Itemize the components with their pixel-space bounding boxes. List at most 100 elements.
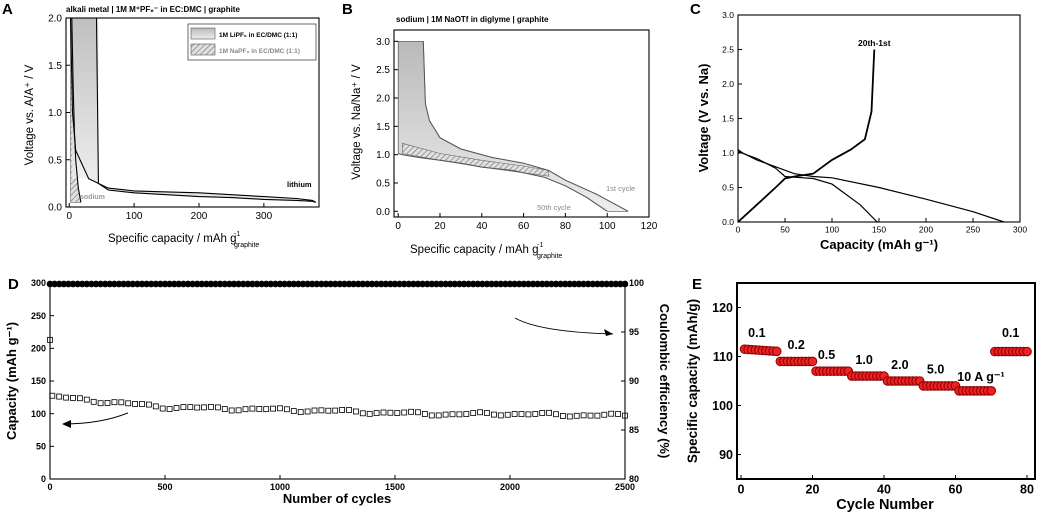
ce-point <box>598 280 606 288</box>
ce-point <box>515 280 523 288</box>
ce-point <box>400 280 408 288</box>
x-tick-label: 0 <box>47 482 52 492</box>
x-tick-label: 300 <box>1013 225 1027 235</box>
ce-point <box>364 280 371 288</box>
ce-point <box>474 280 482 288</box>
capacity-point <box>380 409 387 416</box>
y-tick-label: 0 <box>41 474 46 484</box>
ce-point <box>221 280 229 288</box>
ce-point <box>423 280 431 288</box>
ce-point <box>207 280 215 288</box>
capacity-point <box>339 407 346 413</box>
ce-point <box>180 280 187 288</box>
panel-d-x-label: Number of cycles <box>283 491 391 506</box>
capacity-point <box>221 406 228 412</box>
ce-point <box>69 280 77 288</box>
y-tick-label: 0.5 <box>722 182 734 192</box>
x-tick-label: 1000 <box>270 482 290 492</box>
capacity-point <box>56 393 63 400</box>
panel-a-legend: 1M LiPF₆ in EC/DMC (1:1) 1M NaPF₆ in EC/… <box>187 23 317 61</box>
panel-b: B sodium | 1M NaOTf in diglyme | graphit… <box>342 1 658 260</box>
y2-tick-label: 90 <box>629 376 639 386</box>
y-tick-label: 1.0 <box>48 108 62 119</box>
ce-point <box>308 280 316 288</box>
ce-point <box>483 280 491 288</box>
y-tick-label: 250 <box>31 311 46 321</box>
ce-point <box>74 280 81 288</box>
ce-point <box>543 280 551 288</box>
rate-point <box>771 346 782 357</box>
ce-point <box>161 280 169 288</box>
y-tick-label: 300 <box>31 278 46 288</box>
capacity-point <box>228 407 235 414</box>
ce-point <box>193 280 201 288</box>
x-tick-label: 0 <box>66 211 72 222</box>
ce-point <box>83 280 91 288</box>
capacity-point <box>415 409 421 416</box>
ce-point <box>603 280 610 288</box>
capacity-point <box>290 408 297 414</box>
capacity-point <box>180 404 187 410</box>
series-later-discharge <box>737 151 878 223</box>
ce-point <box>488 280 495 288</box>
ce-point <box>272 280 279 288</box>
y-tick-label: 90 <box>719 448 733 462</box>
ce-point <box>60 280 68 288</box>
capacity-point <box>297 409 304 415</box>
ce-point <box>230 280 238 288</box>
ce-point <box>405 280 413 288</box>
capacity-point <box>352 408 359 415</box>
x-tick-label: 2000 <box>500 482 520 492</box>
ce-point <box>566 280 574 288</box>
capacity-point <box>387 409 394 416</box>
ce-point <box>607 280 615 288</box>
ce-point <box>124 280 132 288</box>
x-tick-label: 20 <box>434 221 446 232</box>
panel-d-y2-label: Coulombic efficiency (%) <box>657 304 672 459</box>
ce-point <box>143 280 150 288</box>
panel-a-x-label: Specific capacity / mAh g -1 graphite <box>108 231 259 249</box>
capacity-point <box>470 410 477 416</box>
series-charge <box>737 49 876 223</box>
x-tick-label: 40 <box>877 483 891 497</box>
panel-a-letter: A <box>2 1 13 18</box>
ce-point <box>584 280 592 288</box>
ce-point <box>571 280 578 288</box>
x-tick-label: 100 <box>599 221 616 232</box>
x-tick-label: 250 <box>966 225 980 235</box>
ce-point <box>147 280 155 288</box>
y-tick-label: 50 <box>36 441 46 451</box>
ce-point <box>552 280 560 288</box>
y2-tick-label: 100 <box>629 278 644 288</box>
capacity-point <box>401 409 408 416</box>
capacity-point <box>608 410 615 417</box>
ce-point <box>350 280 357 288</box>
ce-point <box>157 280 164 288</box>
y-tick-label: 0.0 <box>376 207 390 218</box>
rate-label: 5.0 <box>927 363 944 377</box>
capacity-point <box>208 403 214 410</box>
x-tick-label: 20 <box>806 483 820 497</box>
x-tick-label: 80 <box>1020 483 1034 497</box>
y-tick-label: 2.5 <box>376 65 390 76</box>
rate-label: 1.0 <box>855 353 872 367</box>
capacity-point <box>573 412 580 419</box>
x-tick-label: 300 <box>256 211 273 222</box>
rate-label: 2.0 <box>891 358 908 372</box>
ce-point <box>354 280 362 288</box>
ce-point <box>327 280 334 288</box>
y-tick-label: 0.5 <box>48 155 62 166</box>
ce-point <box>492 280 500 288</box>
ce-point <box>594 280 601 288</box>
x-tick-label: 120 <box>641 221 658 232</box>
ce-point <box>166 280 173 288</box>
capacity-point <box>408 408 415 415</box>
capacity-point <box>504 411 511 418</box>
x-tick-label: 150 <box>872 225 886 235</box>
ce-point <box>175 280 183 288</box>
capacity-point <box>477 409 484 416</box>
y-tick-label: 2.0 <box>48 14 62 25</box>
ce-point <box>111 280 118 288</box>
panel-a-ticks: 0 100 200 300 0.0 0.5 1.0 1.5 2.0 <box>48 14 273 223</box>
panel-d: D 0 500 1000 1500 2000 2500 0 50 100 150 200 250 300… <box>4 276 672 506</box>
